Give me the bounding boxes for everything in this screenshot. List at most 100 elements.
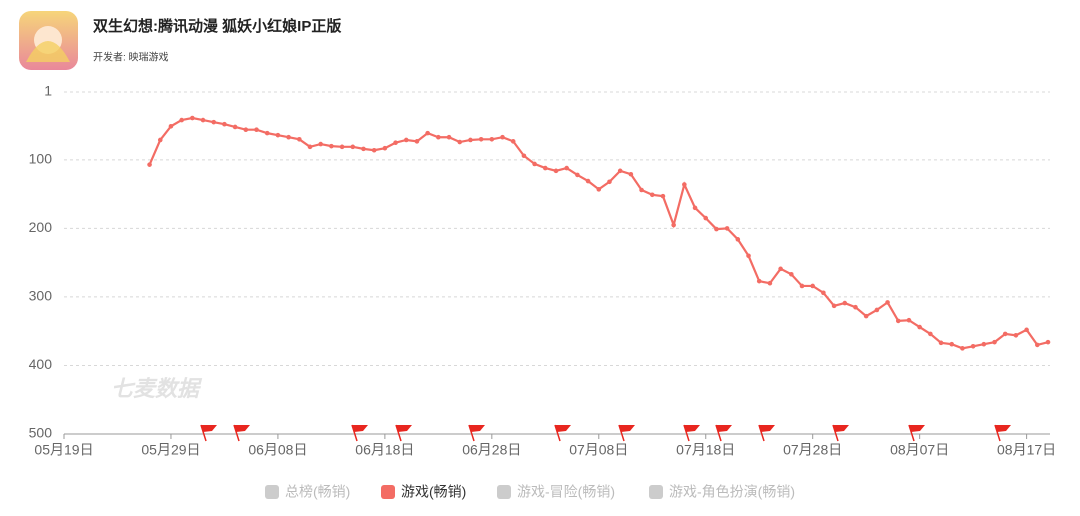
data-point <box>799 283 805 289</box>
data-point <box>607 179 612 185</box>
data-point <box>1045 339 1051 345</box>
flag <box>469 425 485 432</box>
flag <box>396 425 412 432</box>
data-point <box>339 144 345 150</box>
data-point <box>767 280 773 286</box>
data-point <box>179 117 184 123</box>
flag <box>555 425 571 432</box>
legend-label[interactable]: 游戏-角色扮演(畅销) <box>669 484 795 500</box>
flag <box>684 425 700 432</box>
x-tick-label: 07月08日 <box>569 442 628 458</box>
data-point <box>970 343 976 349</box>
data-point <box>831 303 837 309</box>
data-point <box>500 134 505 140</box>
legend-label[interactable]: 游戏-冒险(畅销) <box>517 484 615 500</box>
x-tick-label: 06月28日 <box>462 442 521 458</box>
data-point <box>789 272 794 277</box>
data-point <box>660 193 666 199</box>
app-icon <box>19 11 78 70</box>
data-point <box>275 132 281 138</box>
data-point <box>1002 331 1008 337</box>
data-point <box>682 182 687 187</box>
event-flags <box>200 424 1011 442</box>
data-point <box>778 266 783 272</box>
data-point <box>692 205 698 211</box>
data-point <box>863 313 869 319</box>
data-point <box>243 127 249 132</box>
legend-swatch[interactable] <box>381 485 395 499</box>
data-point <box>478 136 484 142</box>
data-point <box>382 145 388 151</box>
data-point <box>617 168 623 174</box>
data-point <box>521 153 527 159</box>
legend-swatch[interactable] <box>649 485 663 499</box>
x-tick-label: 06月08日 <box>248 442 307 458</box>
watermark: 七麦数据 <box>111 376 203 401</box>
legend-swatch[interactable] <box>265 485 279 499</box>
y-tick-label: 500 <box>29 425 53 441</box>
legend: 总榜(畅销) 游戏(畅销) 游戏-冒险(畅销) 游戏-角色扮演(畅销) <box>265 484 795 500</box>
data-point <box>468 137 473 143</box>
data-point <box>1013 333 1019 338</box>
data-point <box>917 324 922 330</box>
data-point <box>232 124 238 130</box>
data-point <box>510 139 516 144</box>
data-point <box>425 130 430 136</box>
data-point <box>949 341 955 347</box>
data-point <box>756 278 762 284</box>
legend-label[interactable]: 游戏(畅销) <box>401 484 466 500</box>
data-point <box>350 144 356 150</box>
flag <box>619 425 635 432</box>
x-tick-label: 06月18日 <box>355 442 414 458</box>
data-point <box>639 187 644 193</box>
data-point <box>735 237 741 242</box>
x-tick-label: 07月28日 <box>783 442 842 458</box>
data-point <box>810 283 815 289</box>
data-point <box>703 215 709 221</box>
app-title: 双生幻想:腾讯动漫 狐妖小红娘IP正版 <box>93 17 341 35</box>
data-point <box>264 130 270 136</box>
data-point <box>371 147 377 153</box>
data-point <box>992 339 997 345</box>
x-tick-label: 05月29日 <box>141 442 200 458</box>
x-tick-label: 08月17日 <box>997 442 1056 458</box>
data-point <box>414 139 420 144</box>
data-point <box>543 165 548 171</box>
data-point <box>190 115 195 121</box>
data-point <box>885 300 890 305</box>
data-point <box>532 161 537 167</box>
legend-swatch[interactable] <box>497 485 511 499</box>
data-point <box>575 172 580 178</box>
data-point <box>222 121 227 127</box>
series-line <box>148 116 1049 350</box>
y-tick-label: 1 <box>44 83 52 99</box>
data-point <box>649 192 655 198</box>
data-point <box>1024 327 1029 333</box>
data-point <box>928 331 933 337</box>
data-point <box>981 341 987 347</box>
data-point <box>286 134 291 140</box>
data-point <box>714 226 719 232</box>
flag <box>833 425 849 432</box>
data-point <box>168 123 174 129</box>
data-point <box>821 290 826 296</box>
data-point <box>403 137 409 143</box>
data-point <box>318 141 323 147</box>
data-point <box>842 300 848 306</box>
legend-label[interactable]: 总榜(畅销) <box>285 484 350 500</box>
data-point <box>960 346 965 351</box>
data-point <box>211 119 217 125</box>
x-tick-label: 05月19日 <box>34 442 93 458</box>
flag <box>716 425 732 432</box>
x-tick-label: 07月18日 <box>676 442 735 458</box>
data-point <box>489 136 495 142</box>
flag <box>234 425 250 432</box>
data-point <box>596 187 602 192</box>
data-point <box>671 222 676 228</box>
data-point <box>254 127 259 132</box>
data-point <box>446 134 452 140</box>
flag <box>995 425 1011 432</box>
y-tick-label: 300 <box>29 288 53 304</box>
